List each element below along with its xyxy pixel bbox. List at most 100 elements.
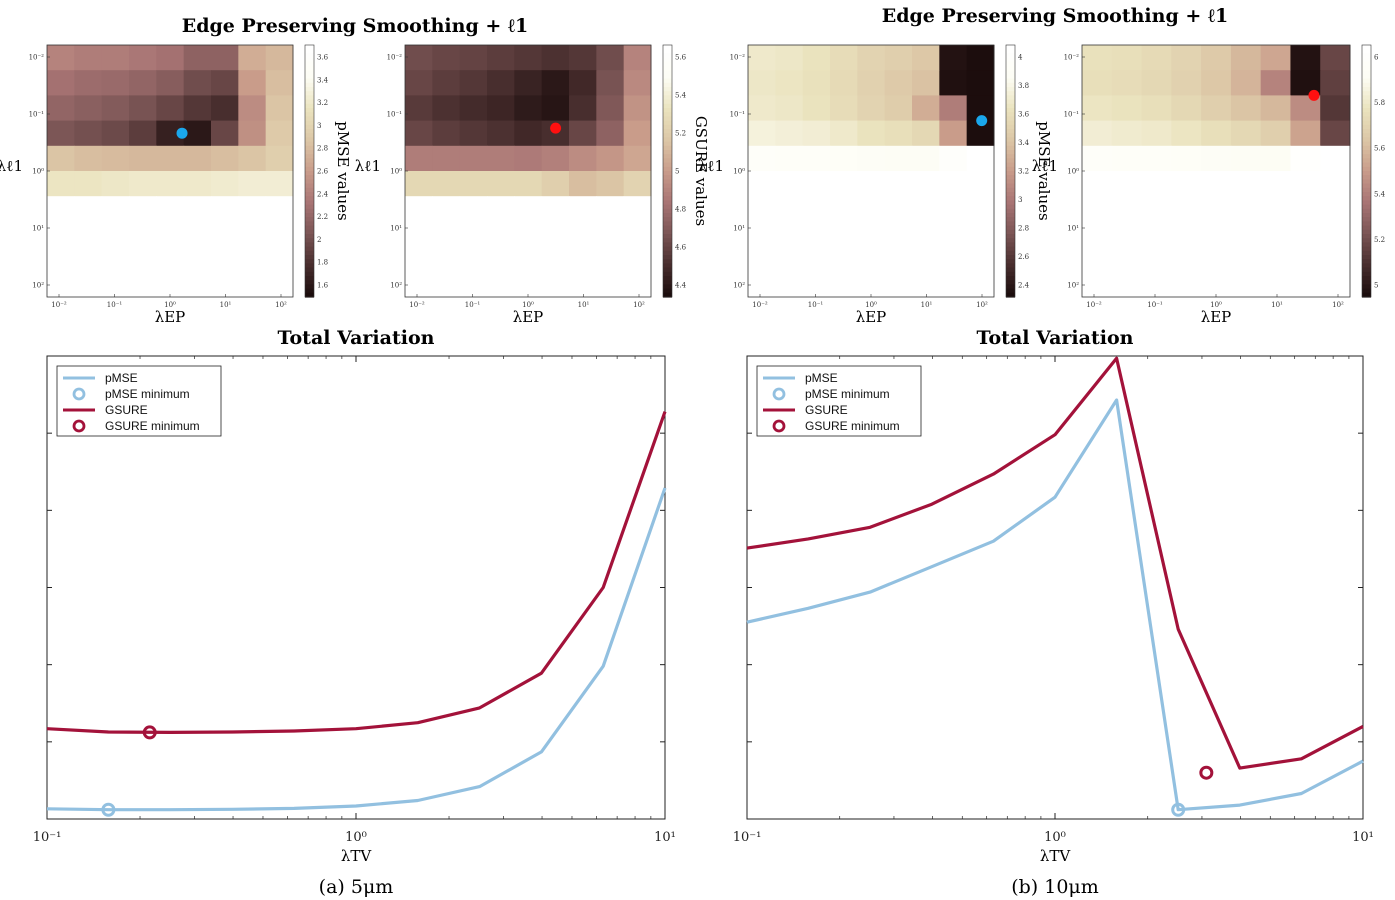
colorbar-tick-label: 5.4 bbox=[675, 92, 687, 100]
colorbar-segment bbox=[663, 171, 672, 176]
heatmap-cell bbox=[775, 95, 804, 122]
colorbar-segment bbox=[1006, 171, 1015, 176]
colorbar-segment bbox=[1362, 208, 1371, 214]
heatmap-cell bbox=[623, 95, 652, 122]
heatmap-cell bbox=[857, 45, 886, 71]
heatmap-cell bbox=[265, 221, 294, 248]
heatmap-cell bbox=[802, 271, 831, 298]
heatmap-cell bbox=[830, 271, 858, 298]
heatmap-cell bbox=[1111, 246, 1143, 273]
heatmap-cell bbox=[596, 120, 625, 147]
colorbar-segment bbox=[1362, 284, 1371, 290]
heatmap-cell bbox=[156, 95, 185, 122]
colorbar-segment bbox=[663, 133, 672, 138]
y-axis-label: λℓ1 bbox=[0, 157, 23, 175]
colorbar-segment bbox=[1006, 124, 1015, 130]
heatmap-cell bbox=[912, 271, 940, 298]
heatmap-cell bbox=[912, 171, 940, 197]
heatmap-cell bbox=[265, 145, 294, 172]
heatmap-cell bbox=[211, 171, 239, 197]
heatmap-cell bbox=[802, 70, 831, 96]
colorbar-segment bbox=[1006, 49, 1015, 54]
heatmap-cell bbox=[775, 246, 804, 273]
colorbar-segment bbox=[305, 234, 314, 239]
heatmap-cell bbox=[459, 246, 488, 273]
colorbar-segment bbox=[663, 288, 672, 294]
colorbar-segment bbox=[663, 250, 672, 256]
colorbar-segment bbox=[1006, 70, 1015, 75]
left-heatmap-gsure: 10⁻² 10⁻¹ 10⁰ 10¹ 10² 10⁻² 10⁻¹ 10⁰ 10¹ 10² λEP λℓ1… bbox=[355, 44, 710, 326]
heatmap-cell bbox=[432, 145, 461, 172]
heatmap-cell bbox=[156, 171, 185, 197]
colorbar-segment bbox=[1362, 263, 1371, 269]
heatmap-cell bbox=[74, 196, 103, 222]
heatmap-cell bbox=[912, 196, 940, 222]
colorbar-segment bbox=[305, 133, 314, 138]
colorbar-segment bbox=[1006, 150, 1015, 155]
colorbar-segment bbox=[1362, 238, 1371, 243]
colorbar-segment bbox=[305, 87, 314, 92]
colorbar-segment bbox=[1362, 91, 1371, 96]
heatmap-cell bbox=[623, 120, 652, 147]
colorbar-segment bbox=[1006, 196, 1015, 201]
colorbar-segment bbox=[1006, 57, 1015, 63]
heatmap-cell bbox=[432, 95, 461, 122]
colorbar-segment bbox=[1006, 137, 1015, 143]
heatmap-cell bbox=[265, 120, 294, 147]
heatmap-cell bbox=[1201, 145, 1232, 172]
colorbar-segment bbox=[1006, 82, 1015, 88]
colorbar-segment bbox=[663, 66, 672, 71]
x-tick-label: 10⁻² bbox=[409, 301, 425, 309]
x-tick-label: 10² bbox=[976, 301, 988, 309]
heatmap-cell bbox=[884, 70, 913, 96]
y-axis-label: λℓ1 bbox=[355, 157, 381, 175]
colorbar-segment bbox=[1362, 78, 1371, 84]
y-tick-label: 10¹ bbox=[390, 225, 402, 233]
heatmap-cell bbox=[1230, 196, 1262, 222]
heatmap-cell bbox=[1082, 246, 1113, 273]
heatmap-cell bbox=[966, 196, 995, 222]
colorbar-segment bbox=[663, 91, 672, 96]
colorbar-tick-label: 3.6 bbox=[317, 54, 329, 62]
heatmap-cell bbox=[775, 70, 804, 96]
colorbar-segment bbox=[1362, 255, 1371, 260]
heatmap-cell bbox=[912, 246, 940, 273]
colorbar-segment bbox=[1362, 162, 1371, 168]
heatmap-cell bbox=[541, 45, 570, 71]
colorbar-segment bbox=[1006, 108, 1015, 113]
colorbar-segment bbox=[1006, 179, 1015, 185]
colorbar-segment bbox=[1006, 242, 1015, 248]
colorbar-segment bbox=[1362, 57, 1371, 63]
colorbar-segment bbox=[305, 213, 314, 218]
heatmap-cell bbox=[405, 171, 433, 197]
heatmap-cell bbox=[748, 120, 776, 147]
heatmap-cell bbox=[857, 221, 886, 248]
heatmap-cell bbox=[1111, 221, 1143, 248]
heatmap-cell bbox=[432, 70, 461, 96]
colorbar-tick-label: 3.4 bbox=[1018, 139, 1030, 147]
heatmap-cell bbox=[1260, 171, 1291, 197]
colorbar-segment bbox=[305, 259, 314, 264]
heatmap-cell bbox=[238, 171, 267, 197]
heatmap-cell bbox=[432, 45, 461, 71]
heatmap-cell bbox=[1290, 45, 1321, 71]
heatmap-cell bbox=[1290, 271, 1321, 298]
heatmap-cell bbox=[802, 171, 831, 197]
colorbar-segment bbox=[1006, 263, 1015, 269]
heatmap-cell bbox=[966, 45, 995, 71]
heatmap-cell bbox=[211, 246, 239, 273]
heatmap-cell bbox=[1082, 221, 1113, 248]
colorbar-segment bbox=[1006, 271, 1015, 277]
heatmap-cell bbox=[514, 171, 543, 197]
colorbar-segment bbox=[1362, 116, 1371, 122]
heatmap-cell bbox=[405, 271, 433, 298]
colorbar-segment bbox=[663, 234, 672, 239]
heatmap-cell bbox=[156, 45, 185, 71]
heatmap-cell bbox=[1171, 171, 1202, 197]
heatmap-cell bbox=[596, 221, 625, 248]
colorbar-segment bbox=[305, 141, 314, 147]
heatmap-cell bbox=[47, 120, 75, 147]
right-tv-chart: 10⁻¹ 10⁰ 10¹ λTV pMSE pMSE minimum GSURE GSURE … bbox=[733, 355, 1374, 865]
heatmap-cell bbox=[1260, 246, 1291, 273]
heatmap-cell bbox=[966, 145, 995, 172]
